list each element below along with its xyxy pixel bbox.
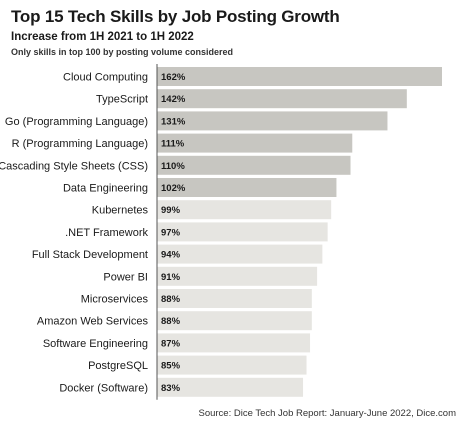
category-label: TypeScript — [96, 94, 148, 106]
bar-12 — [157, 311, 312, 331]
category-label: Cascading Style Sheets (CSS) — [0, 160, 148, 172]
category-label: Amazon Web Services — [37, 316, 149, 328]
chart-subtitle: Increase from 1H 2021 to 1H 2022 — [11, 31, 194, 43]
bar-2 — [157, 89, 407, 109]
bar-5 — [157, 155, 351, 175]
bar-1 — [157, 67, 442, 86]
bar-13 — [157, 333, 311, 353]
value-label: 94% — [161, 250, 181, 261]
category-label: Cloud Computing — [63, 72, 148, 84]
bar-9 — [157, 244, 323, 264]
category-label: Power BI — [103, 271, 148, 283]
category-label: Software Engineering — [43, 338, 148, 350]
value-label: 111% — [161, 139, 185, 150]
value-label: 91% — [161, 272, 181, 283]
value-label: 99% — [161, 205, 181, 216]
category-label: Full Stack Development — [32, 249, 148, 261]
source-note: Source: Dice Tech Job Report: January-Ju… — [198, 408, 456, 419]
bar-11 — [157, 289, 312, 308]
value-label: 102% — [161, 183, 186, 194]
category-label: PostgreSQL — [88, 360, 148, 372]
value-label: 83% — [161, 383, 181, 394]
category-label: Go (Programming Language) — [5, 116, 148, 128]
value-label: 142% — [161, 94, 186, 105]
value-label: 88% — [161, 294, 181, 305]
chart-note: Only skills in top 100 by posting volume… — [11, 47, 234, 57]
bar-4 — [157, 133, 353, 153]
category-label: Docker (Software) — [59, 382, 148, 394]
bar-14 — [157, 355, 307, 375]
value-label: 88% — [161, 316, 181, 327]
category-label: R (Programming Language) — [12, 138, 148, 150]
value-label: 162% — [161, 72, 186, 83]
bar-7 — [157, 200, 332, 220]
category-label: .NET Framework — [65, 227, 148, 239]
value-label: 131% — [161, 116, 186, 127]
category-label: Kubernetes — [92, 205, 149, 217]
value-label: 110% — [161, 161, 185, 172]
bar-3 — [157, 111, 388, 131]
bar-6 — [157, 178, 337, 197]
bar-15 — [157, 377, 304, 397]
chart-title: Top 15 Tech Skills by Job Posting Growth — [11, 7, 340, 26]
value-label: 87% — [161, 338, 181, 349]
bar-chart: Cloud Computing 162% TypeScript 142% Go (Pro… — [0, 64, 442, 400]
bar-8 — [157, 222, 328, 242]
value-label: 97% — [161, 227, 181, 238]
bar-10 — [157, 266, 318, 286]
value-label: 85% — [161, 361, 181, 372]
category-label: Microservices — [81, 294, 149, 306]
category-label: Data Engineering — [63, 183, 148, 195]
